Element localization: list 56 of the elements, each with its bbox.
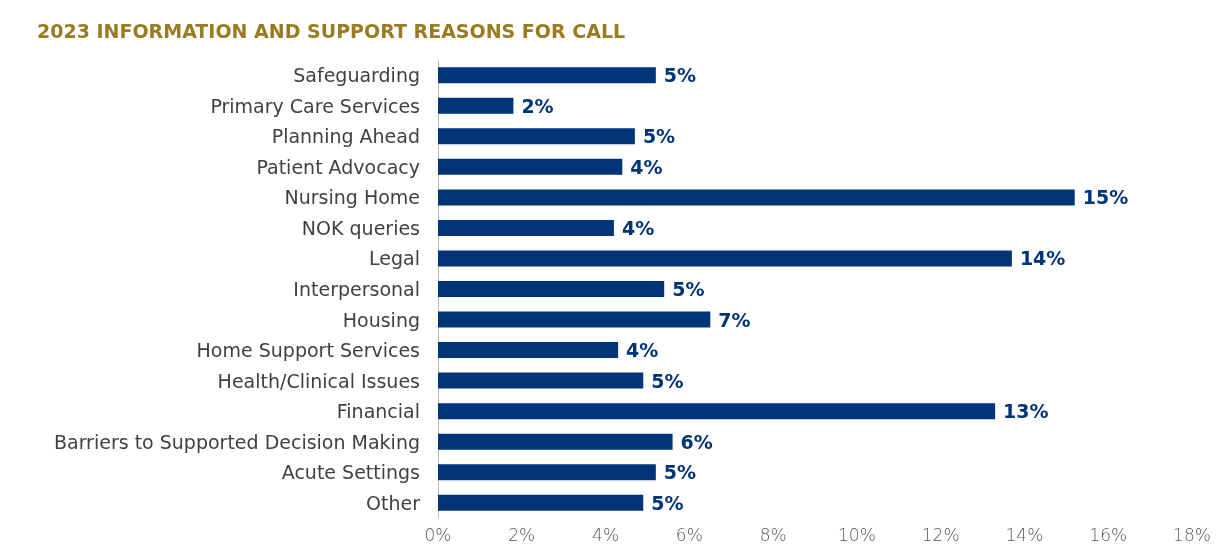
- y-tick-label: Patient Advocacy: [256, 155, 420, 178]
- bar: [438, 494, 644, 511]
- y-tick-label: Planning Ahead: [271, 125, 420, 148]
- bar: [438, 219, 614, 236]
- data-label: 6%: [680, 430, 713, 453]
- y-tick-label: Housing: [342, 308, 420, 331]
- x-tick-label: 0%: [424, 524, 452, 545]
- x-tick-label: 6%: [675, 524, 703, 545]
- y-tick-label: Safeguarding: [293, 64, 420, 87]
- y-tick-label: Barriers to Supported Decision Making: [53, 430, 420, 453]
- bar: [438, 189, 1075, 206]
- bar: [438, 464, 656, 481]
- x-tick-label: 16%: [1089, 524, 1128, 545]
- bar: [438, 250, 1012, 267]
- bar: [438, 372, 644, 389]
- data-label: 5%: [651, 369, 684, 392]
- y-tick-label: Home Support Services: [196, 339, 420, 362]
- bar: [438, 281, 665, 297]
- data-label: 4%: [630, 155, 663, 178]
- data-label: 5%: [672, 278, 705, 300]
- y-tick-label: Nursing Home: [284, 186, 420, 209]
- y-tick-label: Financial: [336, 400, 420, 423]
- x-tick-label: 18%: [1173, 524, 1211, 545]
- data-label: 5%: [663, 64, 697, 87]
- bar: [438, 128, 635, 145]
- data-label: 14%: [1019, 247, 1066, 270]
- bar: [438, 67, 656, 84]
- data-label: 13%: [1003, 400, 1049, 423]
- data-label: 15%: [1082, 186, 1129, 209]
- x-tick-label: 14%: [1005, 524, 1044, 545]
- bar: [438, 97, 514, 114]
- bar: [438, 403, 996, 420]
- chart-title: 2023 INFORMATION AND SUPPORT REASONS FOR CALL: [37, 19, 626, 42]
- data-label: 4%: [621, 216, 655, 239]
- y-tick-label: Other: [366, 491, 421, 514]
- x-tick-label: 2%: [508, 524, 536, 545]
- bar: [438, 433, 673, 450]
- data-label: 5%: [663, 461, 697, 484]
- x-tick-label: 8%: [759, 524, 787, 545]
- x-tick-label: 12%: [921, 524, 960, 545]
- y-tick-label: Primary Care Services: [210, 94, 420, 117]
- y-tick-label: NOK queries: [301, 216, 420, 239]
- data-label: 5%: [642, 125, 676, 148]
- data-label: 5%: [651, 491, 684, 514]
- bar: [438, 311, 711, 328]
- y-tick-label: Health/Clinical Issues: [217, 369, 420, 392]
- bar: [438, 342, 619, 359]
- x-tick-label: 10%: [837, 524, 876, 545]
- y-tick-label: Legal: [369, 247, 420, 270]
- bar: [438, 158, 623, 175]
- data-label: 7%: [718, 308, 751, 331]
- data-label: 2%: [521, 94, 554, 117]
- y-tick-label: Interpersonal: [293, 278, 420, 300]
- x-tick-label: 4%: [592, 524, 620, 545]
- y-tick-label: Acute Settings: [281, 461, 420, 484]
- data-label: 4%: [626, 339, 659, 362]
